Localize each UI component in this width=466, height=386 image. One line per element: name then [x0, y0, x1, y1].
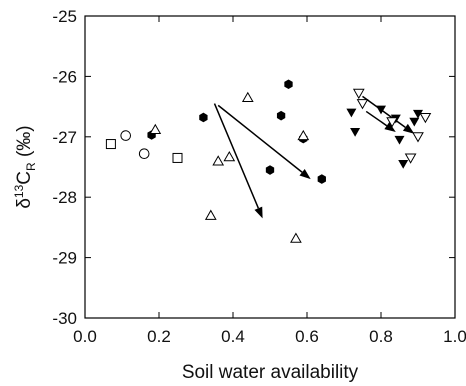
point-square-open	[172, 152, 183, 163]
trend-arrow	[362, 95, 415, 134]
y-axis-title-main: C	[14, 171, 35, 185]
y-tick-label: -26	[52, 67, 77, 86]
point-hexagon-filled	[265, 165, 275, 175]
y-tick-label: -25	[52, 7, 77, 26]
x-tick-label: 0.2	[147, 327, 171, 346]
x-tick-label: 0.4	[221, 327, 245, 346]
y-axis-title: δ13CR (‰)	[12, 125, 38, 208]
point-triangle-up-open	[212, 155, 225, 166]
point-hexagon-filled	[276, 110, 286, 121]
point-triangle-down-open	[386, 117, 398, 128]
point-triangle-up-open	[204, 209, 217, 220]
point-triangle-down-open	[352, 88, 365, 100]
point-triangle-down-filled	[409, 117, 420, 127]
x-axis-title: Soil water availability	[182, 362, 359, 383]
trend-arrow	[217, 104, 311, 180]
point-triangle-up-open	[241, 91, 254, 103]
x-tick-label: 0.0	[73, 327, 97, 346]
x-tick-label: 0.6	[295, 327, 319, 346]
point-triangle-down-filled	[350, 127, 361, 137]
y-axis-title-unit: (‰)	[14, 125, 35, 162]
point-triangle-down-filled	[394, 135, 405, 145]
arrow-head	[384, 122, 396, 132]
point-triangle-down-open	[419, 112, 432, 124]
y-tick-label: -27	[52, 128, 77, 147]
point-triangle-down-open	[412, 132, 424, 143]
arrow-head	[299, 168, 311, 180]
arrow-shaft	[362, 95, 406, 128]
arrow-head	[402, 123, 415, 134]
point-triangle-down-open	[356, 99, 369, 110]
point-triangle-up-open	[149, 123, 162, 135]
point-triangle-down-open	[404, 153, 417, 164]
point-triangle-down-filled	[413, 109, 423, 119]
point-triangle-up-open	[223, 150, 236, 162]
point-square-open	[105, 139, 116, 150]
point-triangle-down-filled	[346, 108, 357, 118]
arrow-shaft	[365, 110, 388, 127]
x-tick-label: 0.8	[369, 327, 393, 346]
plot-frame	[84, 15, 456, 319]
trend-arrow	[213, 103, 263, 219]
point-circle-open	[138, 148, 150, 160]
point-triangle-down-filled	[376, 105, 386, 115]
point-hexagon-filled	[317, 174, 326, 184]
y-axis-title-sub: R	[24, 162, 38, 171]
point-triangle-down-filled	[398, 159, 409, 169]
arrow-head	[254, 206, 263, 219]
arrow-shaft	[213, 103, 260, 209]
point-triangle-up-open	[290, 232, 302, 243]
axis-ticks: 0.0 0.2 0.4 0.6 0.8 1.0 -25 -26 -27 -28 -29 -30	[52, 7, 466, 346]
trend-arrow	[365, 110, 396, 132]
x-tick-label: 1.0	[443, 327, 466, 346]
point-circle-open	[120, 130, 131, 141]
point-triangle-up-open	[297, 129, 310, 141]
arrow-shaft	[217, 104, 303, 173]
y-axis-title-prefix: δ	[14, 198, 35, 209]
y-tick-label: -28	[52, 188, 77, 207]
point-hexagon-filled	[199, 112, 208, 123]
trend-arrows	[213, 95, 415, 219]
y-axis-title-sup: 13	[12, 184, 26, 198]
y-tick-label: -29	[52, 249, 77, 268]
y-tick-label: -30	[52, 309, 77, 328]
point-hexagon-filled	[284, 79, 293, 90]
data-points	[105, 79, 432, 243]
